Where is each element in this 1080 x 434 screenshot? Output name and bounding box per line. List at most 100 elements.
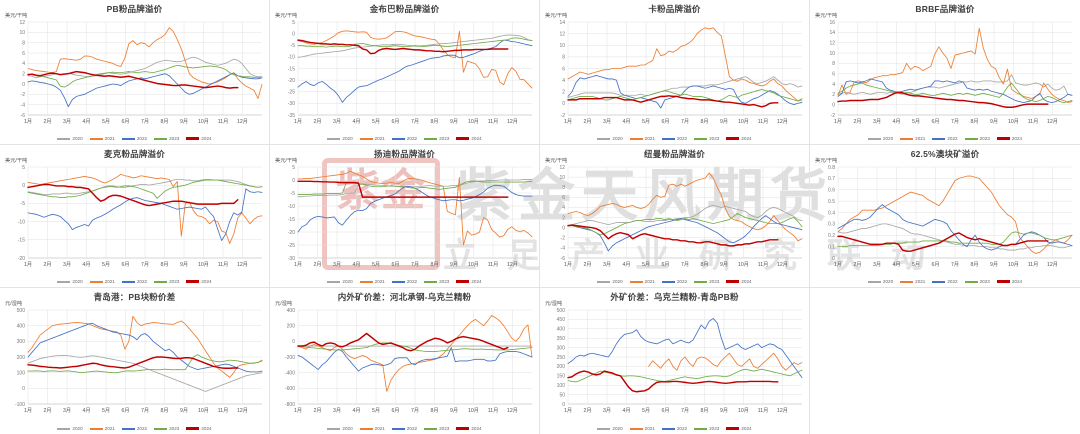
- series-line-2021: [648, 352, 803, 371]
- legend-item-2020[interactable]: 2020: [57, 279, 83, 284]
- legend-item-2022[interactable]: 2022: [121, 426, 147, 431]
- x-tick-label: 7月: [681, 407, 689, 414]
- legend-item-2022[interactable]: 2022: [661, 136, 687, 141]
- legend-swatch-icon: [121, 280, 135, 283]
- legend-item-2020[interactable]: 2020: [327, 426, 353, 431]
- legend-swatch-icon: [57, 280, 71, 283]
- y-tick-label: 450: [557, 317, 566, 323]
- legend-item-2022[interactable]: 2022: [391, 279, 417, 284]
- x-tick-label: 2月: [43, 261, 51, 268]
- legend-item-2023[interactable]: 2023: [694, 426, 719, 431]
- legend-item-2024[interactable]: 2024: [186, 426, 212, 431]
- chart-legend: 2020 2021 2022 2023 2024: [270, 279, 539, 284]
- y-tick-label: 0: [562, 101, 565, 107]
- legend-item-2023[interactable]: 2023: [154, 426, 179, 431]
- x-tick-label: 11月: [488, 407, 499, 414]
- y-tick-label: 100: [557, 383, 566, 389]
- chart-plot: -30 -25 -20 -15 -10 -5 0 5 1月 2月 3月 4月 5月 6月 7月 8月 9月 10月…: [288, 165, 533, 268]
- x-tick-label: 3月: [603, 407, 611, 414]
- legend-swatch-icon: [661, 137, 675, 140]
- legend-item-2023[interactable]: 2023: [154, 136, 179, 141]
- legend-item-2024[interactable]: 2024: [186, 279, 212, 284]
- legend-item-2023[interactable]: 2023: [424, 136, 449, 141]
- legend-item-2021[interactable]: 2021: [359, 426, 385, 431]
- legend-item-2024[interactable]: 2024: [996, 279, 1023, 284]
- legend-swatch-icon: [964, 280, 978, 283]
- legend-item-2021[interactable]: 2021: [359, 136, 385, 141]
- legend-label: 2022: [676, 426, 688, 431]
- legend-item-2021[interactable]: 2021: [359, 279, 385, 284]
- legend-item-2024[interactable]: 2024: [726, 279, 752, 284]
- legend-item-2021[interactable]: 2021: [629, 279, 655, 284]
- x-tick-label: 12月: [237, 261, 248, 268]
- legend-item-2022[interactable]: 2022: [121, 136, 147, 141]
- legend-item-2023[interactable]: 2023: [694, 136, 719, 141]
- legend-item-2024[interactable]: 2024: [726, 136, 752, 141]
- legend-item-2023[interactable]: 2023: [424, 279, 449, 284]
- series-line-2020: [837, 223, 1073, 251]
- legend-swatch-icon: [964, 137, 978, 140]
- legend-item-2022[interactable]: 2022: [932, 136, 958, 141]
- legend-item-2021[interactable]: 2021: [89, 279, 115, 284]
- x-tick-label: 3月: [603, 118, 611, 125]
- legend-item-2024[interactable]: 2024: [996, 136, 1022, 141]
- legend-item-2023[interactable]: 2023: [424, 426, 449, 431]
- legend-item-2023[interactable]: 2023: [964, 136, 990, 141]
- legend-item-2020[interactable]: 2020: [327, 279, 353, 284]
- chart-legend: 2020 2021 2022 2023 2024: [810, 279, 1080, 284]
- legend-item-2020[interactable]: 2020: [867, 136, 893, 141]
- legend-item-2022[interactable]: 2022: [932, 279, 958, 284]
- legend-item-2023[interactable]: 2023: [964, 279, 990, 284]
- series-line-2020: [297, 179, 533, 198]
- legend-item-2022[interactable]: 2022: [661, 426, 688, 431]
- legend-item-2020[interactable]: 2020: [327, 136, 353, 141]
- x-tick-label: 9月: [720, 118, 728, 125]
- legend-item-2023[interactable]: 2023: [694, 279, 719, 284]
- legend-swatch-icon: [186, 137, 200, 140]
- legend-swatch-icon: [154, 427, 168, 430]
- legend-item-2020[interactable]: 2020: [57, 136, 83, 141]
- legend-item-2024[interactable]: 2024: [456, 279, 482, 284]
- legend-item-2021[interactable]: 2021: [89, 136, 115, 141]
- legend-item-2022[interactable]: 2022: [391, 426, 417, 431]
- legend-item-2021[interactable]: 2021: [900, 279, 925, 284]
- series-line-2022: [27, 188, 263, 241]
- legend-item-2020[interactable]: 2020: [597, 279, 623, 284]
- series-line-2024: [297, 39, 509, 55]
- x-tick-label: 6月: [121, 407, 129, 414]
- y-tick-label: -2: [831, 113, 836, 119]
- x-tick-label: 8月: [700, 261, 708, 268]
- series-line-2022: [27, 322, 263, 373]
- legend-swatch-icon: [391, 137, 405, 140]
- y-tick-label: 400: [17, 323, 26, 329]
- x-tick-label: 4月: [82, 261, 90, 268]
- legend-item-2024[interactable]: 2024: [456, 136, 482, 141]
- y-tick-label: 300: [17, 339, 26, 345]
- y-tick-label: 6: [22, 51, 25, 57]
- legend-item-2021[interactable]: 2021: [629, 136, 655, 141]
- series-line-2023: [567, 213, 803, 236]
- legend-item-2024[interactable]: 2024: [456, 426, 482, 431]
- legend-item-2021[interactable]: 2021: [629, 426, 655, 431]
- legend-item-2024[interactable]: 2024: [186, 136, 212, 141]
- legend-item-2022[interactable]: 2022: [121, 279, 147, 284]
- legend-item-2020[interactable]: 2020: [597, 426, 623, 431]
- legend-swatch-icon: [629, 137, 643, 140]
- legend-item-2020[interactable]: 2020: [57, 426, 83, 431]
- legend-label: 2021: [374, 426, 385, 431]
- legend-item-2024[interactable]: 2024: [726, 426, 752, 431]
- legend-swatch-icon: [661, 280, 675, 283]
- legend-item-2021[interactable]: 2021: [900, 136, 925, 141]
- legend-item-2023[interactable]: 2023: [154, 279, 179, 284]
- legend-item-2020[interactable]: 2020: [597, 136, 623, 141]
- legend-item-2022[interactable]: 2022: [661, 279, 687, 284]
- legend-label: 2024: [1011, 279, 1023, 284]
- chart-title: 外矿价差：乌克兰精粉-青岛PB粉: [610, 292, 739, 302]
- series-line-2023: [297, 342, 533, 352]
- series-line-2024: [297, 180, 509, 198]
- y-axis-unit-label: 美元/干吨: [815, 158, 838, 164]
- legend-item-2022[interactable]: 2022: [391, 136, 417, 141]
- series-line-2023: [567, 368, 803, 383]
- legend-item-2021[interactable]: 2021: [89, 426, 115, 431]
- legend-item-2020[interactable]: 2020: [867, 279, 893, 284]
